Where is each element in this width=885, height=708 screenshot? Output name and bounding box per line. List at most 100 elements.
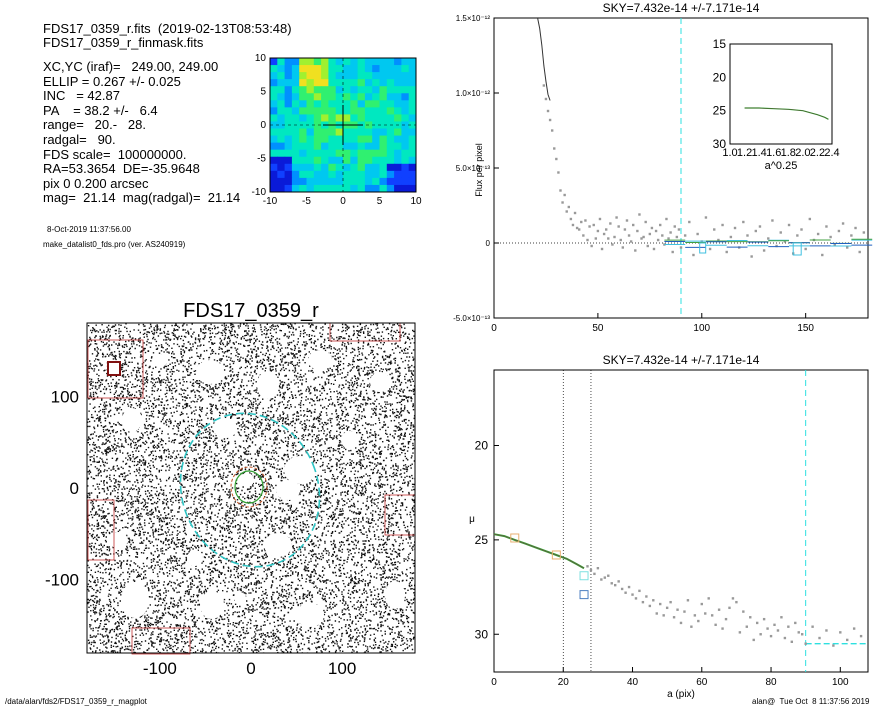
flux-point [586, 238, 589, 242]
heatmap-cell [299, 149, 307, 158]
heatmap-cell [270, 58, 278, 66]
sb-point [676, 608, 679, 611]
flux-point [850, 234, 853, 237]
heatmap-cell [343, 72, 351, 80]
heatmap-cell [401, 184, 410, 193]
flux-point [677, 228, 681, 231]
heatmap-cell [335, 149, 344, 158]
flux-point [796, 234, 799, 237]
heatmap-cell [408, 93, 417, 101]
heatmap-cell [401, 177, 410, 186]
heatmap-cell [277, 163, 286, 172]
heatmap-cell [284, 72, 293, 80]
heatmap-cell [277, 184, 286, 193]
heatmap-cell [306, 135, 315, 144]
sb-y-label: μ [469, 514, 475, 525]
heatmap-cell [372, 114, 380, 122]
heatmap-cell [401, 65, 410, 73]
heatmap-cell [350, 156, 359, 165]
galaxy-y-tick: 0 [70, 479, 79, 498]
heatmap-cell [299, 58, 307, 66]
sb-point [620, 587, 624, 591]
heatmap-cell [313, 184, 322, 193]
heatmap-cell [299, 135, 307, 144]
heatmap-cell [284, 184, 293, 193]
heatmap-cell [401, 163, 410, 172]
flux-point [646, 244, 649, 248]
masked-source [196, 360, 224, 384]
flux-point [771, 219, 774, 222]
sb-fit-curve [493, 533, 585, 570]
heatmap-cell [343, 184, 351, 193]
thumbnail-x-tick: -5 [302, 196, 311, 207]
heatmap-cell [350, 135, 359, 144]
flux-point [779, 231, 782, 234]
program-name: make_datalist0_fds.pro (ver. AS240919) [43, 240, 186, 249]
flux-point [746, 234, 749, 237]
heatmap-cell [394, 100, 402, 108]
heatmap-cell [299, 163, 307, 172]
heatmap-cell [284, 142, 293, 151]
flux-point [821, 253, 824, 257]
heatmap-cell [408, 58, 417, 66]
heatmap-cell [386, 184, 395, 193]
heatmap-cell [394, 142, 402, 151]
flux-profile-panel: SKY=7.432e-14 +/-7.171e-140 50 100 1501.5×1… [453, 1, 873, 334]
heatmap-cell [313, 107, 322, 115]
sb-point [724, 617, 728, 621]
flux-point [762, 249, 766, 252]
flux-point [841, 222, 845, 225]
inset-curve-shadow [744, 107, 829, 120]
heatmap-cell [408, 65, 417, 73]
heatmap-cell [299, 177, 307, 186]
heatmap-cell [350, 93, 359, 101]
sb-point [846, 638, 849, 642]
heatmap-cell [408, 163, 417, 172]
heatmap-cell [284, 79, 293, 87]
heatmap-cell [299, 142, 307, 151]
sb-x-tick: 100 [832, 677, 849, 688]
heatmap-cell [386, 156, 395, 165]
heatmap-cell [343, 177, 351, 186]
flux-point [548, 118, 552, 122]
heatmap-cell [284, 135, 293, 144]
heatmap-cell [291, 58, 300, 66]
heatmap-cell [364, 156, 373, 165]
flux-point [721, 223, 724, 227]
heatmap-cell [372, 79, 380, 87]
heatmap-cell [284, 65, 293, 73]
flux-point [675, 235, 679, 239]
heatmap-cell [270, 156, 278, 165]
sb-point [852, 627, 856, 630]
heatmap-cell [386, 86, 395, 94]
sb-point [780, 616, 783, 619]
heatmap-cell [313, 149, 322, 158]
heatmap-cell [277, 100, 286, 108]
heatmap-cell [343, 86, 351, 94]
flux-point [559, 189, 562, 192]
heatmap-cell [343, 156, 351, 165]
heatmap-cell [335, 135, 344, 144]
heatmap-cell [408, 79, 417, 87]
heatmap-cell [284, 58, 293, 66]
galaxy-image-panel: FDS17_0359_r -100 0 100 100 0 -100 [45, 300, 416, 678]
heatmap-cell [386, 149, 395, 158]
heatmap-cell [277, 135, 286, 144]
thumbnail-x-tick: 0 [340, 196, 346, 207]
heatmap-cell [328, 184, 337, 193]
heatmap-cell [270, 107, 278, 115]
sb-x-tick: 20 [558, 677, 570, 688]
flux-point [584, 219, 587, 222]
galaxy-x-tick: -100 [143, 659, 177, 678]
flux-point [609, 222, 612, 225]
heatmap-cell [270, 79, 278, 87]
heatmap-cell [401, 170, 410, 179]
sb-point [596, 566, 600, 570]
heatmap-cell [277, 149, 286, 158]
sb-point [593, 572, 596, 576]
heatmap-cell [284, 163, 293, 172]
heatmap-cell [328, 163, 337, 172]
heatmap-cell [306, 156, 315, 165]
heatmap-cell [379, 65, 388, 73]
flux-point [625, 219, 629, 222]
